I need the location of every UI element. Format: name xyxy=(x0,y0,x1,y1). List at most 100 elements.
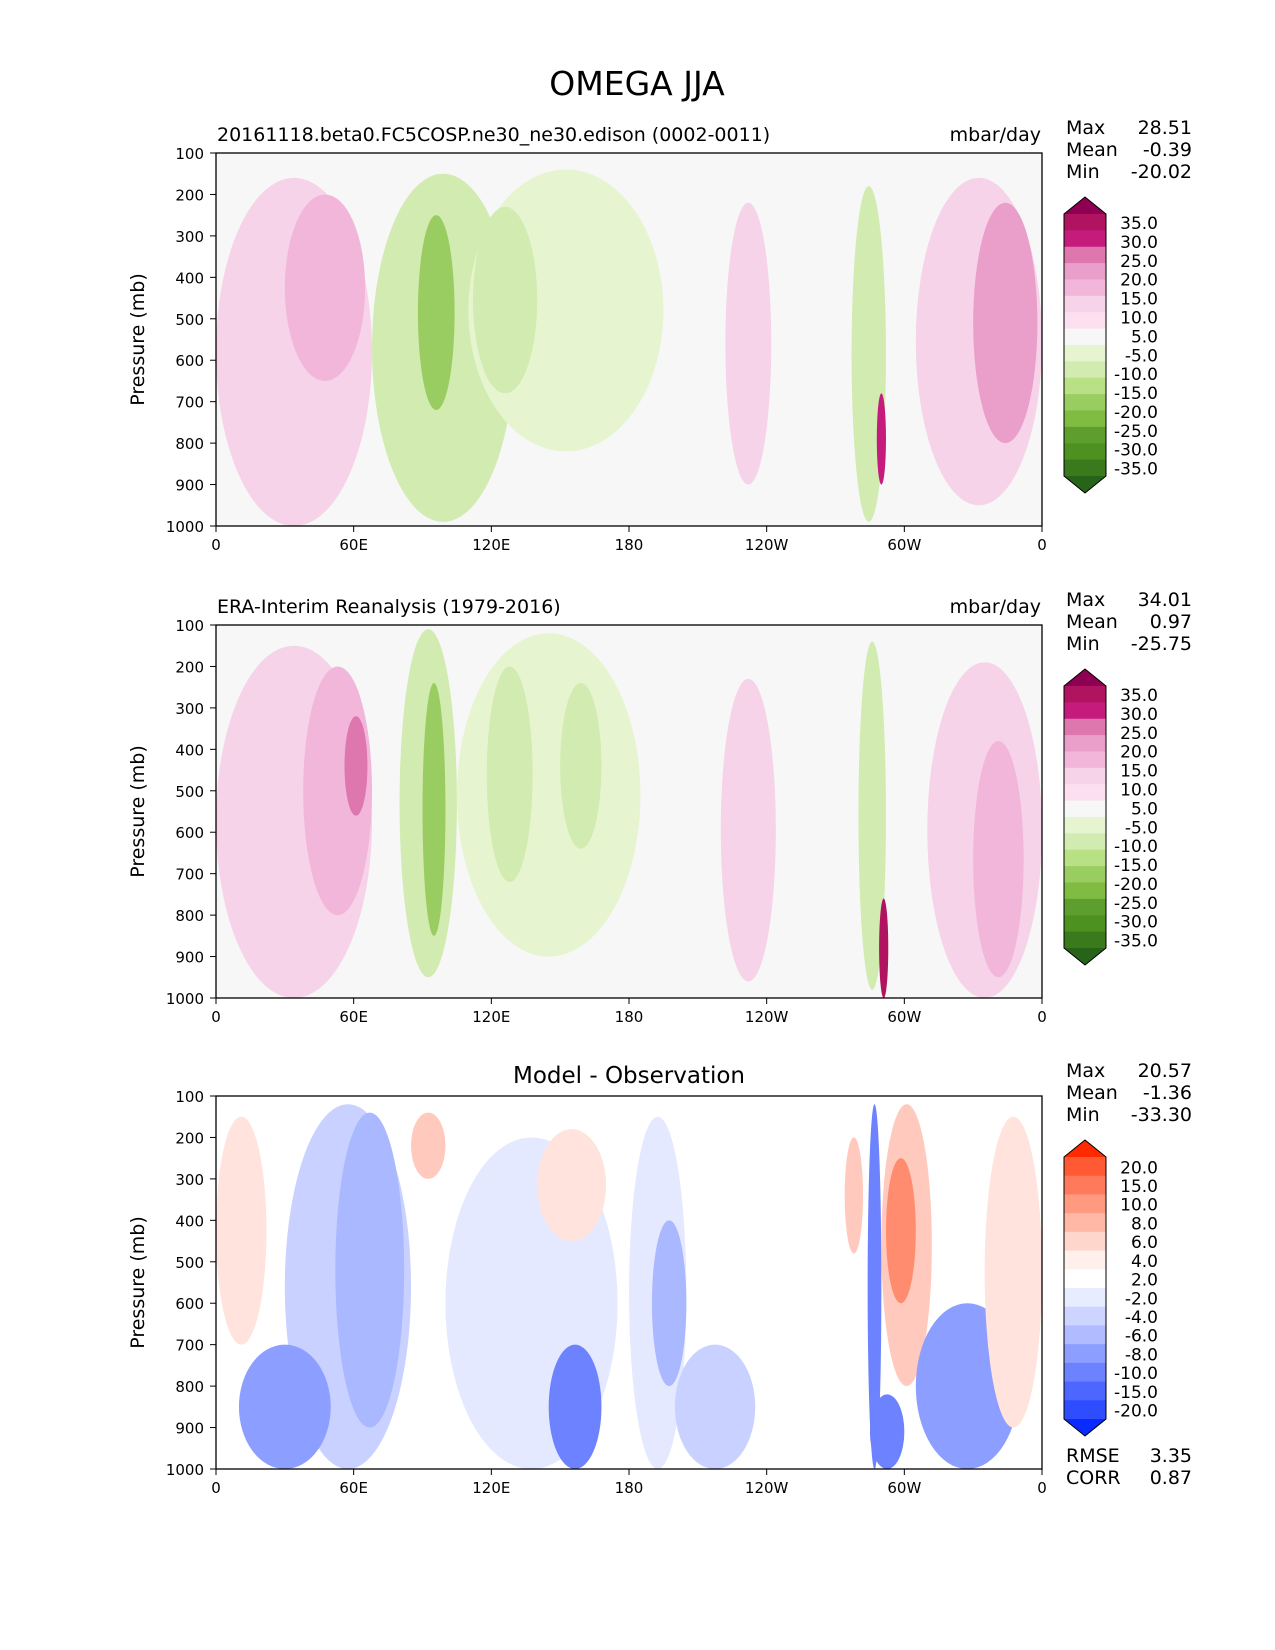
x-tick-label: 120W xyxy=(745,536,789,554)
colorbar-segment xyxy=(1064,443,1106,461)
stat-label: Mean xyxy=(1066,139,1118,161)
stat-value: 34.01 xyxy=(1138,589,1192,611)
colorbar-label: 20.0 xyxy=(1120,743,1158,763)
colorbar-extend-bottom xyxy=(1064,1419,1106,1436)
contour-region xyxy=(238,1344,331,1469)
y-tick-label: 1000 xyxy=(166,1461,204,1479)
colorbar-label: -20.0 xyxy=(1114,403,1158,423)
panel-title-right: mbar/day xyxy=(950,596,1041,618)
x-tick-label: 120W xyxy=(745,1479,789,1497)
contour-region xyxy=(335,1112,405,1428)
y-tick-label: 900 xyxy=(175,949,204,967)
panel-title-left: ERA-Interim Reanalysis (1979-2016) xyxy=(217,596,561,618)
panel-2: 100 200 300 400 500 600 700 800 900 1000 0 60E 120E 1… xyxy=(127,589,1192,1026)
y-tick-label: 200 xyxy=(175,658,204,676)
colorbar-label: -2.0 xyxy=(1125,1289,1158,1309)
y-tick-label: 700 xyxy=(175,1337,204,1355)
stat-label: Min xyxy=(1066,1104,1100,1126)
x-tick-label: 60W xyxy=(887,1479,921,1497)
x-tick-label: 120W xyxy=(745,1008,789,1026)
colorbar-extend-top xyxy=(1064,1140,1106,1157)
colorbar-label: -5.0 xyxy=(1125,346,1158,366)
stat-value: 3.35 xyxy=(1150,1445,1192,1467)
colorbar-segment xyxy=(1064,230,1106,248)
colorbar-segment xyxy=(1064,1362,1106,1383)
colorbar-segment xyxy=(1064,295,1106,313)
colorbar-label: 25.0 xyxy=(1120,724,1158,744)
colorbar-segment xyxy=(1064,1250,1106,1270)
colorbar-segment xyxy=(1064,1325,1106,1345)
x-tick-label: 60W xyxy=(887,1008,921,1026)
stat-value: 28.51 xyxy=(1138,117,1192,139)
panel-title: Model - Observation xyxy=(513,1063,745,1089)
contour-region xyxy=(486,666,533,882)
colorbar-label: -15.0 xyxy=(1114,856,1158,876)
contour-region xyxy=(537,1129,607,1242)
colorbar-label: -10.0 xyxy=(1114,365,1158,385)
contour-region xyxy=(216,1116,267,1345)
y-tick-label: 1000 xyxy=(166,518,204,536)
y-tick-label: 200 xyxy=(175,1129,204,1147)
colorbar-segment xyxy=(1064,800,1106,818)
y-tick-label: 700 xyxy=(175,394,204,412)
contour-region xyxy=(422,683,446,936)
colorbar-label: 10.0 xyxy=(1120,1196,1158,1216)
colorbar-segment xyxy=(1064,1157,1106,1177)
panel-title-right: mbar/day xyxy=(950,124,1041,146)
colorbar: 35.030.025.020.015.010.05.0-5.0-10.0-15.… xyxy=(1063,196,1158,494)
colorbar-label: 15.0 xyxy=(1120,762,1158,782)
colorbar-segment xyxy=(1064,833,1106,851)
y-tick-label: 300 xyxy=(175,1171,204,1189)
y-axis-label: Pressure (mb) xyxy=(127,1216,149,1349)
colorbar-segment xyxy=(1064,410,1106,428)
colorbar-label: 10.0 xyxy=(1120,780,1158,800)
panel-title-left: 20161118.beta0.FC5COSP.ne30_ne30.edison … xyxy=(217,124,770,146)
colorbar-label: -30.0 xyxy=(1114,441,1158,461)
colorbar-segment xyxy=(1064,1213,1106,1233)
colorbar-label: -20.0 xyxy=(1114,875,1158,895)
y-tick-label: 400 xyxy=(175,741,204,759)
y-tick-label: 800 xyxy=(175,1378,204,1396)
contour-field xyxy=(216,629,1042,998)
y-tick-label: 100 xyxy=(175,617,204,635)
colorbar-label: -35.0 xyxy=(1114,460,1158,480)
x-tick-label: 60E xyxy=(339,536,368,554)
x-tick-label: 0 xyxy=(211,1008,221,1026)
colorbar-label: -25.0 xyxy=(1114,894,1158,914)
colorbar-label: -20.0 xyxy=(1114,1402,1158,1422)
stat-label: RMSE xyxy=(1066,1445,1120,1467)
x-tick-label: 180 xyxy=(615,1008,644,1026)
colorbar-outline xyxy=(1063,196,1107,494)
colorbar-segment xyxy=(1064,1306,1106,1326)
x-tick-label: 60E xyxy=(339,1008,368,1026)
colorbar-segment xyxy=(1064,784,1106,802)
colorbar-segment xyxy=(1064,246,1106,264)
x-tick-label: 180 xyxy=(615,536,644,554)
figure-title: OMEGA JJA xyxy=(549,64,725,103)
contour-region xyxy=(344,716,368,816)
colorbar-segment xyxy=(1064,1344,1106,1364)
colorbar-segment xyxy=(1064,1288,1106,1308)
contour-region xyxy=(417,215,455,410)
y-axis-label: Pressure (mb) xyxy=(127,745,149,878)
panel-1: 100 200 300 400 500 600 700 800 900 1000 0 60E 120E 1… xyxy=(127,117,1192,554)
colorbar-segment xyxy=(1064,702,1106,720)
colorbar-segment xyxy=(1064,377,1106,395)
contour-region xyxy=(867,1104,882,1469)
contour-region xyxy=(651,1220,687,1387)
y-tick-label: 600 xyxy=(175,1295,204,1313)
colorbar-segment xyxy=(1064,263,1106,280)
colorbar-segment xyxy=(1064,718,1106,736)
stat-label: Min xyxy=(1066,633,1100,655)
colorbar-label: 25.0 xyxy=(1120,252,1158,272)
contour-region xyxy=(456,633,641,957)
colorbar-label: 6.0 xyxy=(1131,1233,1158,1253)
y-axis-label: Pressure (mb) xyxy=(127,273,149,406)
colorbar-label: 15.0 xyxy=(1120,290,1158,310)
y-tick-label: 300 xyxy=(175,700,204,718)
y-tick-label: 400 xyxy=(175,1212,204,1230)
y-tick-label: 500 xyxy=(175,783,204,801)
y-tick-label: 900 xyxy=(175,477,204,495)
colorbar-label: -30.0 xyxy=(1114,913,1158,933)
colorbar: 20.015.010.08.06.04.02.0-2.0-4.0-6.0-8.0… xyxy=(1063,1139,1158,1437)
